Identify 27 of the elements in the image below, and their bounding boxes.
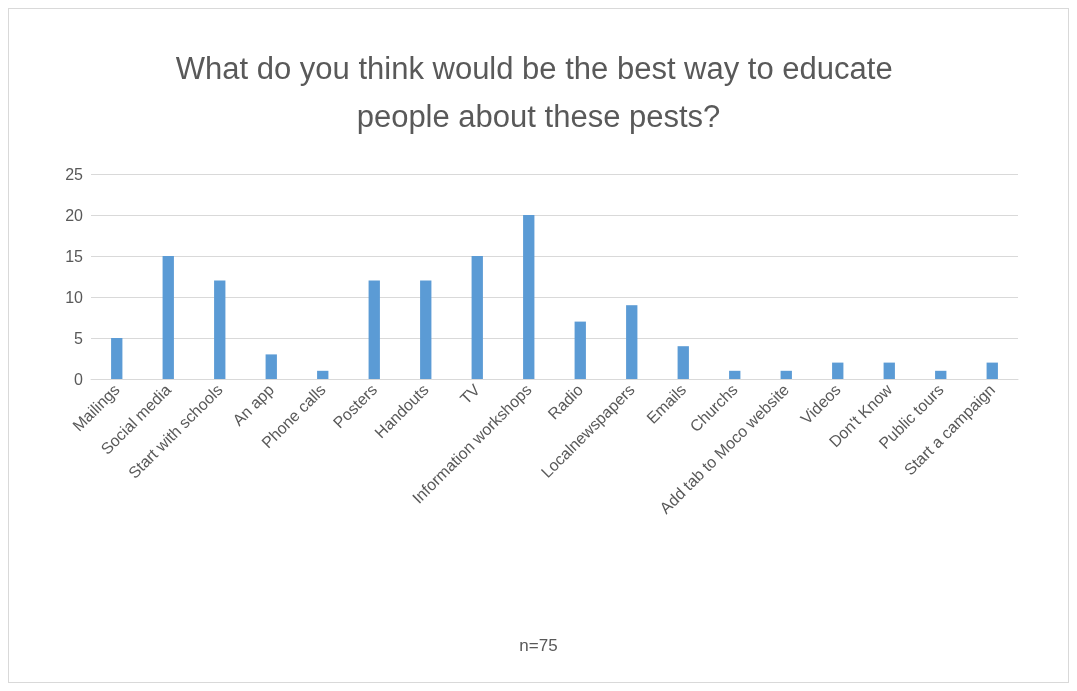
bar (729, 370, 741, 379)
y-tick-label: 10 (65, 288, 84, 306)
bar (883, 362, 895, 379)
bar (574, 321, 586, 379)
bar (265, 354, 277, 379)
bar (780, 370, 792, 379)
bar (677, 346, 689, 379)
bar (986, 362, 998, 379)
y-tick-label: 5 (74, 329, 84, 347)
bar (317, 370, 329, 379)
bar (935, 370, 947, 379)
text: n=75 (519, 636, 558, 655)
chart-title: What do you think would be the best way to educate people about these pests? (175, 50, 902, 134)
y-tick-label: 25 (65, 165, 84, 183)
y-tick-label: 0 (74, 370, 84, 388)
bar (368, 280, 380, 379)
y-tick-label: 15 (65, 247, 84, 265)
bar (420, 280, 432, 379)
bar (111, 338, 123, 379)
x-tick-label: An app (229, 380, 278, 429)
bar (214, 280, 226, 379)
y-tick-label: 20 (65, 206, 84, 224)
bar (471, 256, 483, 379)
bar (162, 256, 174, 379)
bar (626, 305, 638, 379)
bar (523, 215, 535, 379)
bar (832, 362, 844, 379)
